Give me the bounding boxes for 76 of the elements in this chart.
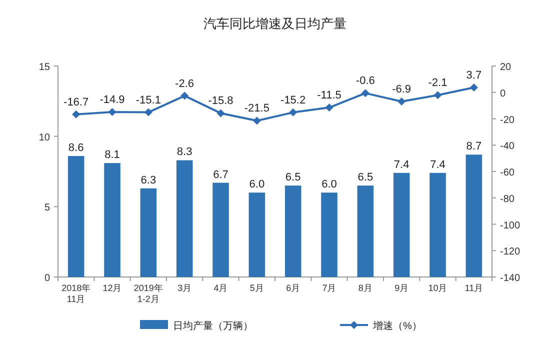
data-label: 8.6 [68,142,84,154]
chart-title: 汽车同比增速及日均产量 [204,16,346,31]
point [144,108,152,116]
bar [140,188,157,277]
data-label: 8.3 [176,146,192,158]
point [108,108,116,116]
x-tick-label: 3月 [178,283,192,293]
data-label: 6.7 [213,168,228,181]
bar [284,186,302,277]
y2-tick-label: -40 [500,141,515,152]
y2-tick-label: -20 [500,114,515,126]
data-label: -15.2 [280,94,306,106]
x-tick-label: 5月 [250,283,264,293]
data-label: -2.6 [175,78,194,90]
x-tick-label: 7月 [322,283,336,293]
x-tick-label: 12月 [102,283,122,293]
bar [104,163,120,277]
bar [430,172,446,277]
y2-tick-label: 0 [500,88,506,100]
point [252,116,261,125]
data-label: 6.3 [140,174,156,186]
data-label: -0.6 [356,75,375,88]
bar [212,182,229,277]
bar [393,172,410,277]
y-tick-label: 5 [44,202,50,214]
data-label: 8.1 [104,149,120,162]
x-tick-label: 8月 [358,283,372,293]
y2-tick-label: -60 [500,168,515,178]
data-label: -21.5 [244,102,270,115]
data-label: -15.1 [136,94,161,106]
data-label: -6.9 [392,83,412,96]
data-label: 7.4 [430,158,446,171]
x-tick-label: 11月 [464,283,484,293]
point [361,89,370,98]
bar [466,154,482,277]
x-tick-label: 2018年 11月 [62,283,91,304]
x-tick-label: 4月 [214,283,228,293]
x-tick-label: 2019年 1-2月 [134,283,163,304]
point [434,91,442,100]
point [289,108,298,116]
legend-label: 日均产量（万辆） [173,320,253,332]
data-label: 6.5 [285,172,301,184]
y-tick-label: 0 [44,273,50,284]
point [325,104,334,112]
data-label: 6.0 [249,178,265,191]
data-label: 6.0 [322,178,337,191]
y2-tick-label: 20 [500,62,512,73]
y2-tick-label: -100 [500,220,520,232]
y2-tick-label: -140 [500,273,520,284]
y2-tick-label: -120 [500,246,520,258]
y-tick-label: 10 [38,132,50,144]
bar [176,160,193,277]
point [398,97,406,106]
point [72,110,80,118]
data-label: 6.5 [358,172,374,184]
bar [248,192,266,277]
y2-tick-label: -80 [500,194,515,205]
data-label: -2.1 [428,77,448,90]
data-label: 7.4 [394,158,410,171]
point [470,83,478,92]
x-tick-label: 6月 [286,283,300,293]
x-tick-label: 9月 [394,283,409,293]
bar [357,186,374,277]
data-label: -11.5 [317,90,342,102]
y-tick-label: 15 [38,62,50,73]
bar [68,156,84,277]
data-label: -15.8 [208,95,234,108]
data-label: 8.7 [466,140,482,153]
point [216,109,225,118]
data-label: -16.7 [64,96,89,108]
data-label: -14.9 [100,94,125,106]
legend-label: 增速（%） [372,320,422,332]
bar [321,192,338,277]
data-label: 3.7 [466,69,482,82]
x-tick-label: 10月 [428,283,448,293]
point [180,92,189,100]
